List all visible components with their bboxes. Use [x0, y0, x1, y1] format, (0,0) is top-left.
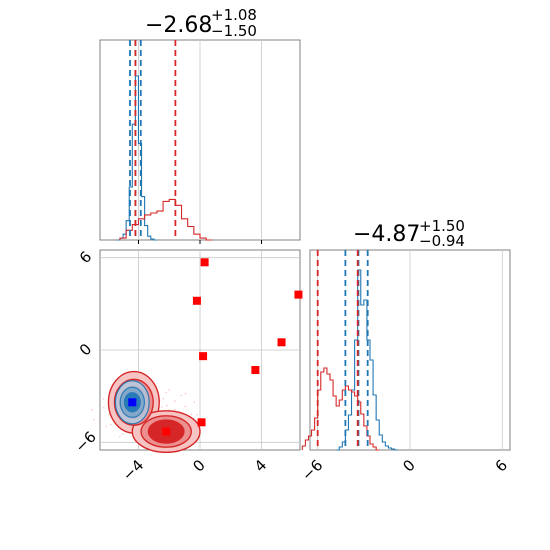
tick-label: 0: [189, 456, 208, 475]
tick-label: 4: [251, 456, 270, 475]
title-param-1: −2.68 +1.08 −1.50: [145, 6, 257, 40]
red-marker: [199, 352, 208, 361]
sample-point: [165, 391, 168, 394]
sample-point: [102, 406, 105, 409]
tick-label: 0: [76, 340, 95, 359]
tick-label: 0: [399, 456, 418, 475]
title-upper-error: +1.08: [211, 6, 257, 24]
sample-point: [108, 413, 111, 416]
sample-point: [196, 413, 198, 416]
sample-point: [168, 388, 170, 391]
title-upper-error: +1.50: [419, 217, 465, 235]
tick-label: 6: [492, 456, 511, 475]
sample-point: [98, 417, 101, 420]
tick-label: −6: [298, 456, 326, 484]
joint-scatter-contour: [91, 249, 303, 454]
sample-point: [193, 401, 196, 403]
sample-point: [180, 394, 183, 397]
sample-point: [184, 405, 187, 408]
blue-marker: [128, 398, 137, 407]
marginal-histogram-2: [301, 249, 511, 451]
sample-point: [110, 423, 112, 426]
sample-point: [173, 408, 176, 411]
sample-point: [162, 397, 165, 400]
histogram-step-line: [301, 367, 380, 451]
title-main: −4.87: [353, 222, 420, 247]
red-marker: [162, 427, 171, 436]
title-param-2: −4.87 +1.50 −0.94: [353, 217, 465, 250]
red-marker: [197, 418, 206, 427]
red-marker: [277, 338, 286, 347]
sample-point: [118, 435, 121, 438]
red-marker: [192, 296, 201, 305]
marginal-histogram-1: [99, 39, 301, 241]
sample-point: [174, 400, 176, 402]
red-marker: [200, 258, 209, 267]
sample-point: [166, 404, 168, 407]
tick-label: 6: [76, 248, 95, 267]
histogram-step-line: [119, 198, 213, 241]
sample-point: [105, 425, 108, 428]
red-marker: [251, 366, 260, 374]
tick-label: −6: [71, 428, 99, 456]
title-lower-error: −1.50: [211, 22, 257, 40]
title-main: −2.68: [145, 13, 212, 38]
sample-point: [160, 406, 163, 408]
title-lower-error: −0.94: [419, 232, 465, 250]
sample-point: [121, 433, 124, 435]
sample-point: [190, 413, 193, 416]
tick-label: −4: [119, 456, 147, 484]
sample-point: [91, 408, 93, 411]
red-marker: [294, 290, 303, 299]
histogram-step-line: [116, 75, 157, 241]
sample-point: [93, 418, 95, 421]
sample-point: [184, 392, 187, 395]
sample-point: [102, 398, 105, 400]
